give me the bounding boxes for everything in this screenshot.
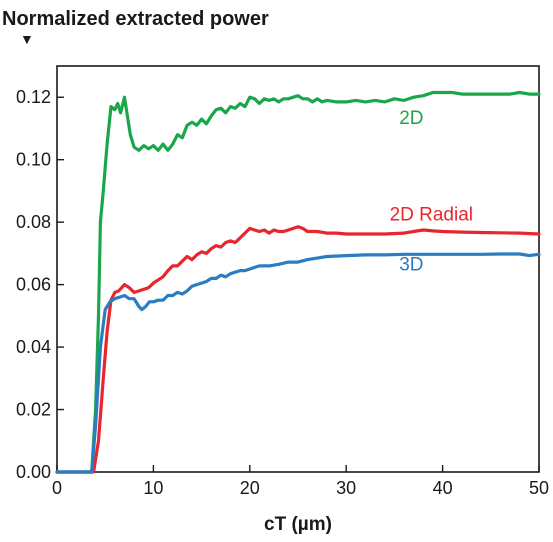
x-tick-label: 40 bbox=[433, 478, 453, 498]
x-axis: 0 10 20 30 40 50 bbox=[52, 465, 549, 498]
x-tick-label: 10 bbox=[143, 478, 163, 498]
y-tick-label: 0.04 bbox=[16, 337, 51, 357]
series-line-3d bbox=[55, 252, 541, 474]
y-tick-label: 0.02 bbox=[16, 400, 51, 420]
series-label-2d-radial: 2D Radial bbox=[390, 205, 473, 226]
y-tick-label: 0.00 bbox=[16, 462, 51, 482]
x-axis-label: cT (µm) bbox=[264, 514, 332, 535]
title-marker-triangle: ▼ bbox=[20, 31, 34, 47]
chart-title: Normalized extracted power bbox=[2, 8, 269, 30]
y-tick-label: 0.12 bbox=[16, 87, 51, 107]
plot-area-frame bbox=[56, 65, 540, 473]
x-tick-label: 0 bbox=[52, 478, 62, 498]
series-labels: 2D 2D Radial 3D bbox=[390, 108, 473, 276]
series-line-2d bbox=[55, 90, 541, 474]
y-tick-label: 0.10 bbox=[16, 150, 51, 170]
series-line-2d-radial bbox=[55, 225, 541, 474]
x-tick-label: 20 bbox=[240, 478, 260, 498]
series-label-2d: 2D bbox=[399, 108, 423, 129]
y-axis: 0.00 0.02 0.04 0.06 0.08 0.10 0.12 bbox=[16, 87, 64, 482]
y-tick-label: 0.06 bbox=[16, 275, 51, 295]
y-tick-label: 0.08 bbox=[16, 212, 51, 232]
series-label-3d: 3D bbox=[399, 255, 423, 276]
series-lines bbox=[55, 90, 541, 474]
x-tick-label: 50 bbox=[529, 478, 549, 498]
x-tick-label: 30 bbox=[336, 478, 356, 498]
